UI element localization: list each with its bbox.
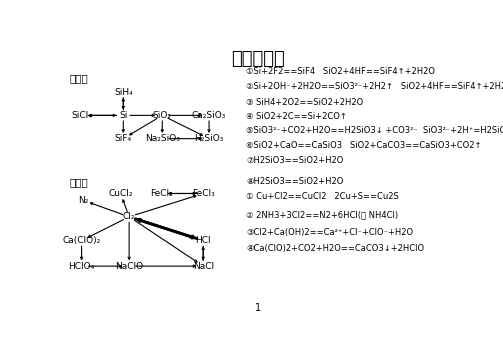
Text: N₂: N₂: [78, 196, 89, 205]
Text: ⑤SiO3²⁻+CO2+H2O==H2SiO3↓ +CO3²⁻  SiO3²⁻+2H⁺=H2SiO3↓: ⑤SiO3²⁻+CO2+H2O==H2SiO3↓ +CO3²⁻ SiO3²⁻+2…: [246, 126, 503, 135]
Text: 非金属元素: 非金属元素: [231, 49, 285, 68]
Text: ② 2NH3+3Cl2==N2+6HCl(或 NH4Cl): ② 2NH3+3Cl2==N2+6HCl(或 NH4Cl): [246, 210, 398, 219]
Text: ⑦H2SiO3==SiO2+H2O: ⑦H2SiO3==SiO2+H2O: [246, 157, 344, 166]
Text: NaCl: NaCl: [193, 262, 214, 271]
Text: Si: Si: [119, 111, 127, 120]
Text: 一：硅: 一：硅: [70, 73, 89, 83]
Text: Ca(ClO)₂: Ca(ClO)₂: [62, 236, 101, 245]
Text: Na₂SiO₃: Na₂SiO₃: [145, 134, 180, 143]
Text: ④ SiO2+2C==Si+2CO↑: ④ SiO2+2C==Si+2CO↑: [246, 112, 347, 121]
Text: FeCl₃: FeCl₃: [192, 189, 215, 198]
Text: H₂SiO₃: H₂SiO₃: [194, 134, 224, 143]
Text: Ca₂SiO₃: Ca₂SiO₃: [192, 111, 226, 120]
Text: HCl: HCl: [195, 236, 211, 245]
Text: ③ SiH4+2O2==SiO2+2H2O: ③ SiH4+2O2==SiO2+2H2O: [246, 98, 363, 106]
Text: SiCl₄: SiCl₄: [71, 111, 92, 120]
Text: ③Cl2+Ca(OH)2==Ca²⁺+Cl⁻+ClO⁻+H2O: ③Cl2+Ca(OH)2==Ca²⁺+Cl⁻+ClO⁻+H2O: [246, 228, 413, 237]
Text: 1: 1: [255, 303, 261, 313]
Text: ⑥SiO2+CaO==CaSiO3   SiO2+CaCO3==CaSiO3+CO2↑: ⑥SiO2+CaO==CaSiO3 SiO2+CaCO3==CaSiO3+CO2…: [246, 141, 481, 150]
Text: SiF₄: SiF₄: [115, 134, 132, 143]
Text: ⑧H2SiO3==SiO2+H2O: ⑧H2SiO3==SiO2+H2O: [246, 177, 344, 186]
Text: ①Si+2F2==SiF4   SiO2+4HF==SiF4↑+2H2O: ①Si+2F2==SiF4 SiO2+4HF==SiF4↑+2H2O: [246, 67, 435, 77]
Text: ① Cu+Cl2==CuCl2   2Cu+S==Cu2S: ① Cu+Cl2==CuCl2 2Cu+S==Cu2S: [246, 192, 399, 201]
Text: ②Si+2OH⁻+2H2O==SiO3²⁻+2H2↑   SiO2+4HF==SiF4↑+2H2O: ②Si+2OH⁻+2H2O==SiO3²⁻+2H2↑ SiO2+4HF==SiF…: [246, 83, 503, 91]
Text: CuCl₂: CuCl₂: [108, 189, 133, 198]
Text: Cl₂: Cl₂: [123, 212, 135, 221]
Text: 二：氯: 二：氯: [70, 177, 89, 187]
Text: HClO₄: HClO₄: [68, 262, 95, 271]
Text: ④Ca(ClO)2+CO2+H2O==CaCO3↓+2HClO: ④Ca(ClO)2+CO2+H2O==CaCO3↓+2HClO: [246, 244, 424, 253]
Text: NaClO: NaClO: [115, 262, 143, 271]
Text: FeCl₂: FeCl₂: [150, 189, 173, 198]
Text: SiH₄: SiH₄: [114, 88, 133, 96]
Text: SiO₂: SiO₂: [153, 111, 172, 120]
